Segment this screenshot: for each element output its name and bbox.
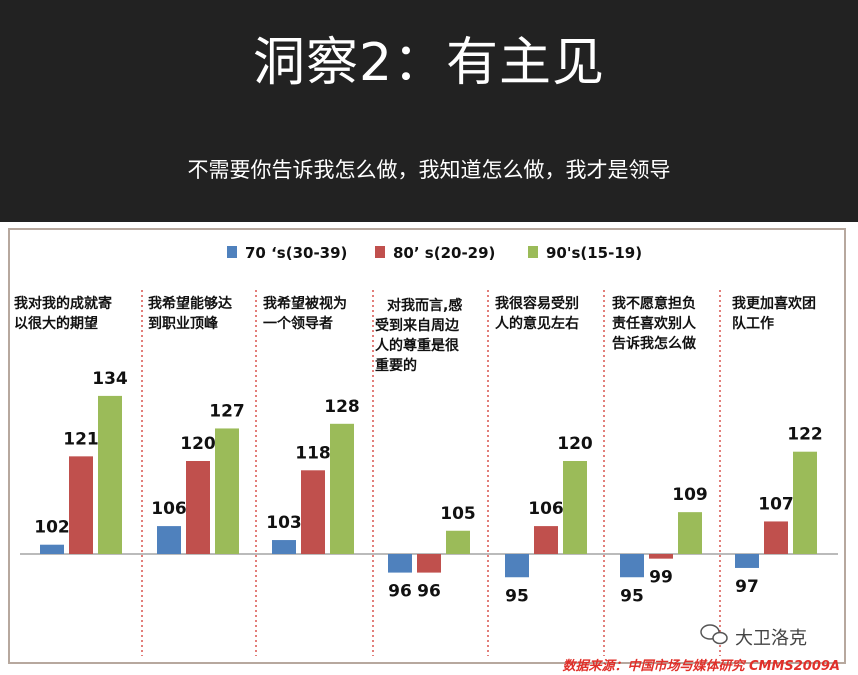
slide-header: 洞察2：有主见 不需要你告诉我怎么做，我知道怎么做，我才是领导 xyxy=(0,0,858,222)
slide-title: 洞察2：有主见 xyxy=(252,33,606,93)
category-label-4-line-3: 人的尊重是很 xyxy=(375,337,460,354)
category-label-4-line-4: 重要的 xyxy=(375,357,417,374)
bar-s3-g3 xyxy=(330,423,354,554)
wechat-icon-bubble xyxy=(712,631,728,645)
value-label-s3-g4: 105 xyxy=(440,504,476,524)
source-note: 数据来源：中国市场与媒体研究 CMMS2009A xyxy=(562,658,840,674)
bar-s1-g6 xyxy=(620,554,644,578)
bar-s1-g1 xyxy=(40,544,64,554)
bar-s1-g2 xyxy=(157,526,181,554)
value-label-s2-g6: 99 xyxy=(649,568,673,588)
value-label-s3-g5: 120 xyxy=(557,434,593,454)
value-label-s1-g6: 95 xyxy=(620,586,644,606)
bar-s1-g7 xyxy=(735,554,759,568)
category-label-1-line-2: 以很大的期望 xyxy=(14,315,98,332)
category-label-4-line-2: 受到来自周边 xyxy=(375,317,460,334)
category-label-7-line-2: 队工作 xyxy=(732,315,774,332)
bar-s2-g2 xyxy=(186,461,210,554)
value-label-s1-g4: 96 xyxy=(388,582,412,602)
bar-chart: 70 ‘s(30-39) 80’ s(20-29) 90's(15-19) 我对我的成… xyxy=(14,244,840,674)
category-label-2-line-2: 到职业顶峰 xyxy=(148,315,219,332)
legend-swatch-1 xyxy=(227,246,237,258)
bar-s1-g5 xyxy=(505,554,529,578)
legend-swatch-3 xyxy=(528,246,538,258)
chart-frame xyxy=(8,228,846,664)
bar-s2-g3 xyxy=(301,470,325,554)
value-label-s1-g2: 106 xyxy=(151,499,187,519)
category-label-4-line-1: 对我而言,感 xyxy=(387,297,462,314)
category-label-2-line-1: 我希望能够达 xyxy=(148,295,232,312)
category-label-5-line-2: 人的意见左右 xyxy=(495,315,579,332)
bar-s1-g3 xyxy=(272,540,296,554)
bar-s3-g4 xyxy=(446,530,470,554)
value-label-s3-g6: 109 xyxy=(672,485,708,505)
value-label-s2-g3: 118 xyxy=(295,443,331,463)
category-label-5-line-1: 我很容易受别 xyxy=(495,295,579,312)
chart-panel: 70 ‘s(30-39) 80’ s(20-29) 90's(15-19) 我对我的成… xyxy=(0,222,858,675)
bar-s3-g6 xyxy=(678,512,702,554)
bar-s2-g7 xyxy=(764,521,788,554)
category-label-3-line-2: 一个领导者 xyxy=(263,315,333,332)
watermark-text: 大卫洛克 xyxy=(735,628,807,649)
category-label-7-line-1: 我更加喜欢团 xyxy=(732,295,816,312)
bar-s2-g6 xyxy=(649,554,673,559)
legend-label-3: 90's(15-19) xyxy=(546,244,642,262)
value-label-s3-g2: 127 xyxy=(209,401,245,421)
bar-s2-g1 xyxy=(69,456,93,554)
value-label-s1-g1: 102 xyxy=(34,518,70,538)
category-label-6-line-3: 告诉我怎么做 xyxy=(612,335,697,352)
category-label-1-line-1: 我对我的成就寄 xyxy=(14,295,112,312)
category-label-3-line-1: 我希望被视为 xyxy=(263,295,347,312)
value-label-s3-g7: 122 xyxy=(787,425,823,445)
category-label-6-line-1: 我不愿意担负 xyxy=(612,295,696,312)
value-label-s1-g5: 95 xyxy=(505,586,529,606)
category-label-6-line-2: 责任喜欢别人 xyxy=(612,315,697,332)
value-label-s1-g7: 97 xyxy=(735,577,759,597)
bar-s1-g4 xyxy=(388,554,412,573)
slide-subtitle: 不需要你告诉我怎么做，我知道怎么做，我才是领导 xyxy=(187,158,671,182)
legend-swatch-2 xyxy=(375,246,385,258)
value-label-s2-g7: 107 xyxy=(758,494,794,514)
legend-label-1: 70 ‘s(30-39) xyxy=(245,244,347,262)
value-label-s2-g4: 96 xyxy=(417,582,441,602)
bar-s3-g7 xyxy=(793,451,817,554)
bar-s2-g4 xyxy=(417,554,441,573)
value-label-s2-g2: 120 xyxy=(180,434,216,454)
bar-s2-g5 xyxy=(534,526,558,554)
value-label-s1-g3: 103 xyxy=(266,513,302,533)
legend-label-2: 80’ s(20-29) xyxy=(393,244,495,262)
value-label-s3-g3: 128 xyxy=(324,397,360,417)
value-label-s2-g1: 121 xyxy=(63,429,99,449)
bar-s3-g2 xyxy=(215,428,239,554)
value-label-s3-g1: 134 xyxy=(92,369,128,389)
value-label-s2-g5: 106 xyxy=(528,499,564,519)
bar-s3-g1 xyxy=(98,395,122,554)
bar-s3-g5 xyxy=(563,461,587,554)
